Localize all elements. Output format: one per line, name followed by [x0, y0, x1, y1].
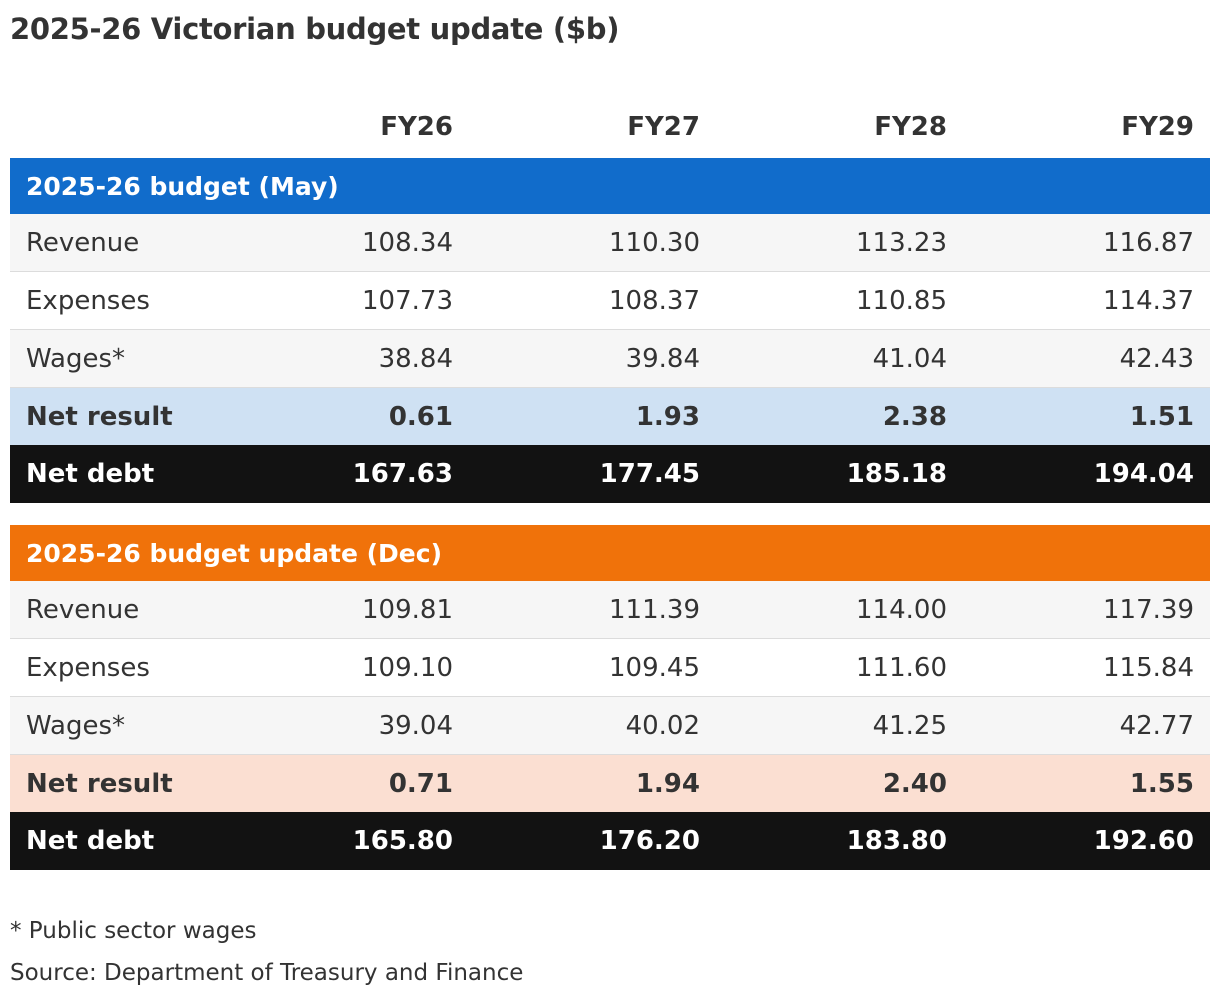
- value-cell: 114.00: [716, 581, 963, 639]
- value-cell: 111.39: [469, 581, 716, 639]
- value-cell: 0.71: [222, 754, 469, 812]
- section-spacer: [10, 503, 1210, 525]
- source-note: Source: Department of Treasury and Finan…: [10, 960, 524, 986]
- value-cell: 192.60: [963, 812, 1210, 870]
- value-cell: 109.45: [469, 638, 716, 697]
- row-label: Wages*: [10, 696, 222, 755]
- value-cell: 1.94: [469, 754, 716, 812]
- row-wages: Wages* 39.04 40.02 41.25 42.77: [10, 696, 1210, 755]
- value-cell: 107.73: [222, 271, 469, 330]
- value-cell: 113.23: [716, 214, 963, 272]
- row-wages: Wages* 38.84 39.84 41.04 42.43: [10, 329, 1210, 388]
- column-header-row: FY26 FY27 FY28 FY29: [10, 96, 1210, 158]
- value-cell: 1.93: [469, 387, 716, 445]
- value-cell: 115.84: [963, 638, 1210, 697]
- section-title: 2025-26 budget (May): [10, 158, 1210, 214]
- value-cell: 108.37: [469, 271, 716, 330]
- value-cell: 41.04: [716, 329, 963, 388]
- value-cell: 176.20: [469, 812, 716, 870]
- value-cell: 114.37: [963, 271, 1210, 330]
- value-cell: 38.84: [222, 329, 469, 388]
- value-cell: 110.30: [469, 214, 716, 272]
- row-revenue: Revenue 109.81 111.39 114.00 117.39: [10, 581, 1210, 639]
- section-header-row: 2025-26 budget (May): [10, 158, 1210, 214]
- value-cell: 2.40: [716, 754, 963, 812]
- row-label: Net debt: [10, 812, 222, 870]
- row-label: Wages*: [10, 329, 222, 388]
- row-net-debt: Net debt 167.63 177.45 185.18 194.04: [10, 445, 1210, 503]
- value-cell: 1.51: [963, 387, 1210, 445]
- value-cell: 177.45: [469, 445, 716, 503]
- row-revenue: Revenue 108.34 110.30 113.23 116.87: [10, 214, 1210, 272]
- footnote: * Public sector wages: [10, 918, 257, 944]
- value-cell: 40.02: [469, 696, 716, 755]
- row-label: Revenue: [10, 581, 222, 639]
- value-cell: 42.43: [963, 329, 1210, 388]
- value-cell: 117.39: [963, 581, 1210, 639]
- value-cell: 116.87: [963, 214, 1210, 272]
- value-cell: 109.81: [222, 581, 469, 639]
- chart-title: 2025-26 Victorian budget update ($b): [10, 12, 620, 46]
- row-label: Net debt: [10, 445, 222, 503]
- column-header-blank: [10, 96, 222, 158]
- row-net-debt: Net debt 165.80 176.20 183.80 192.60: [10, 812, 1210, 870]
- value-cell: 109.10: [222, 638, 469, 697]
- row-expenses: Expenses 107.73 108.37 110.85 114.37: [10, 271, 1210, 330]
- value-cell: 39.84: [469, 329, 716, 388]
- row-label: Expenses: [10, 638, 222, 697]
- column-header: FY27: [627, 112, 700, 142]
- value-cell: 111.60: [716, 638, 963, 697]
- value-cell: 41.25: [716, 696, 963, 755]
- row-label: Net result: [10, 754, 222, 812]
- value-cell: 0.61: [222, 387, 469, 445]
- value-cell: 39.04: [222, 696, 469, 755]
- value-cell: 42.77: [963, 696, 1210, 755]
- value-cell: 1.55: [963, 754, 1210, 812]
- section-title: 2025-26 budget update (Dec): [10, 525, 1210, 581]
- row-label: Net result: [10, 387, 222, 445]
- column-header: FY29: [1121, 112, 1194, 142]
- value-cell: 165.80: [222, 812, 469, 870]
- row-net-result: Net result 0.61 1.93 2.38 1.51: [10, 387, 1210, 445]
- value-cell: 185.18: [716, 445, 963, 503]
- spacer-cell: [10, 503, 1210, 525]
- budget-table: FY26 FY27 FY28 FY29 2025-26 budget (May)…: [10, 96, 1210, 870]
- column-header: FY28: [874, 112, 947, 142]
- value-cell: 194.04: [963, 445, 1210, 503]
- value-cell: 108.34: [222, 214, 469, 272]
- column-header: FY26: [380, 112, 453, 142]
- table-body: 2025-26 budget (May) Revenue 108.34 110.30 1…: [10, 158, 1210, 870]
- value-cell: 183.80: [716, 812, 963, 870]
- row-expenses: Expenses 109.10 109.45 111.60 115.84: [10, 638, 1210, 697]
- row-label: Expenses: [10, 271, 222, 330]
- section-header-row: 2025-26 budget update (Dec): [10, 525, 1210, 581]
- row-net-result: Net result 0.71 1.94 2.40 1.55: [10, 754, 1210, 812]
- value-cell: 110.85: [716, 271, 963, 330]
- row-label: Revenue: [10, 214, 222, 272]
- value-cell: 2.38: [716, 387, 963, 445]
- value-cell: 167.63: [222, 445, 469, 503]
